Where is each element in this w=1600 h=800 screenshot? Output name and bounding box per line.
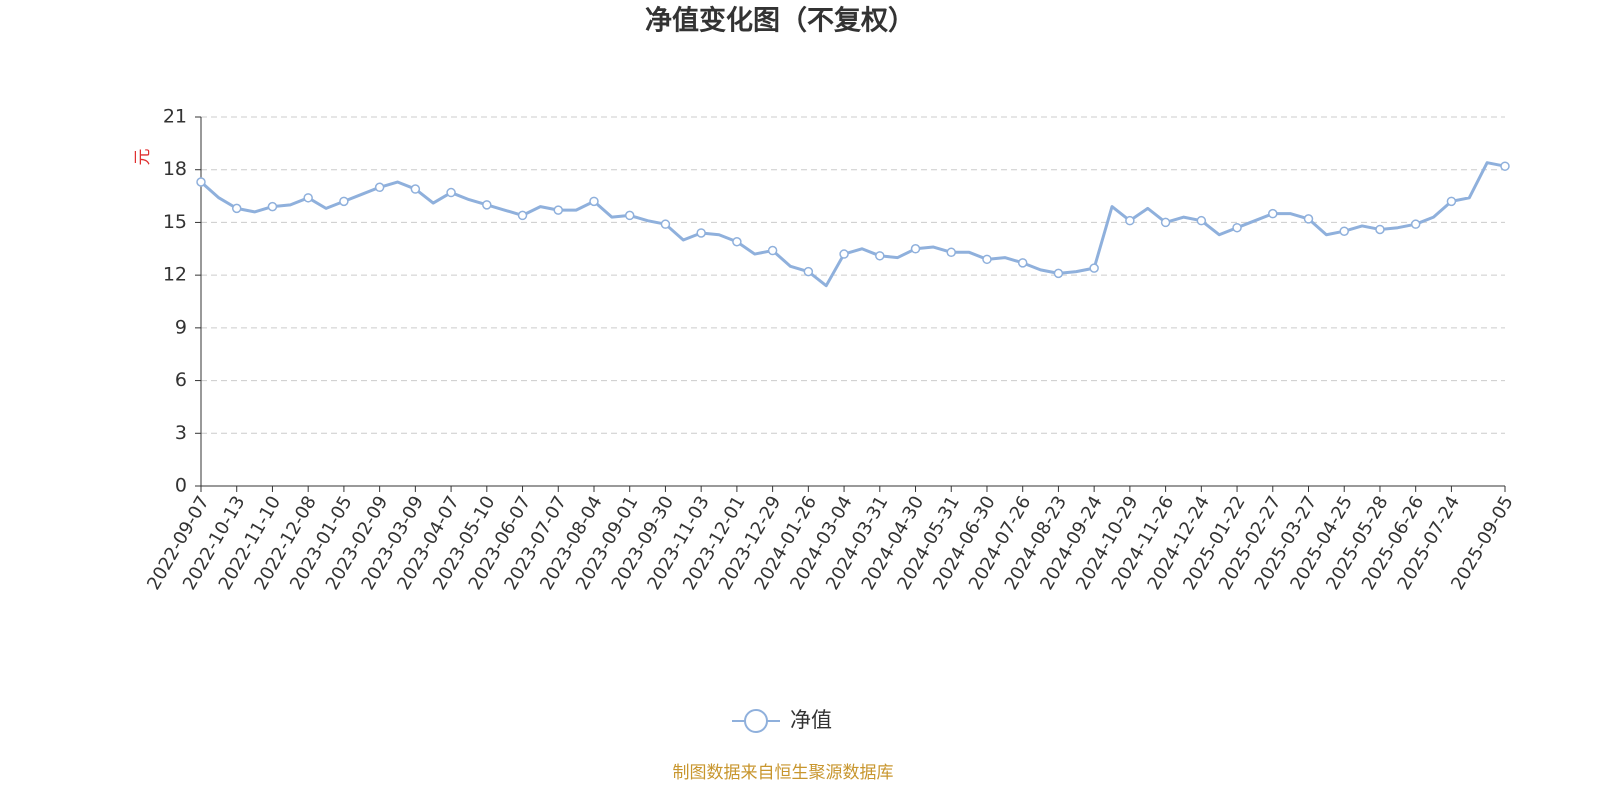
point-marker xyxy=(1125,215,1135,226)
point-marker xyxy=(982,254,992,265)
point-marker xyxy=(339,196,349,207)
point-marker xyxy=(1339,226,1349,236)
point-marker xyxy=(267,201,278,212)
point-marker xyxy=(624,210,635,221)
point-marker xyxy=(1375,224,1385,235)
point-marker xyxy=(732,237,742,247)
point-marker xyxy=(696,228,706,238)
chart-title: 净值变化图（不复权） xyxy=(645,5,915,37)
point-marker xyxy=(1089,263,1099,273)
point-marker xyxy=(196,177,206,187)
point-marker xyxy=(303,193,313,203)
point-marker xyxy=(374,182,385,193)
point-marker xyxy=(482,200,492,210)
point-marker xyxy=(803,266,814,277)
point-marker xyxy=(589,196,599,207)
point-marker xyxy=(446,187,456,198)
point-marker xyxy=(946,247,956,258)
y-tick-label: 15 xyxy=(163,211,187,233)
legend-marker xyxy=(744,709,768,733)
point-marker xyxy=(875,251,885,261)
point-marker xyxy=(1017,258,1028,268)
point-marker xyxy=(1268,208,1278,219)
point-marker xyxy=(410,184,421,194)
y-tick-label: 6 xyxy=(175,369,187,391)
point-marker xyxy=(553,205,564,215)
point-marker xyxy=(1446,196,1457,207)
point-marker xyxy=(1500,161,1510,171)
y-tick-label: 9 xyxy=(175,316,187,338)
point-marker xyxy=(1410,219,1421,229)
point-marker xyxy=(910,244,921,254)
point-marker xyxy=(1303,214,1314,224)
point-marker xyxy=(660,219,671,229)
y-tick-label: 21 xyxy=(163,106,187,128)
legend-label: 净值 xyxy=(790,708,832,732)
line xyxy=(200,161,1506,288)
y-axis-label: 元 xyxy=(133,149,153,166)
point-marker xyxy=(767,245,778,256)
point-marker xyxy=(1196,215,1207,226)
y-tick-label: 12 xyxy=(163,264,187,286)
point-marker xyxy=(1232,222,1242,233)
y-tick-label: 18 xyxy=(163,158,187,180)
y-tick-label: 0 xyxy=(175,475,187,497)
point-marker xyxy=(839,249,849,259)
footnote: 制图数据来自恒生聚源数据库 xyxy=(673,763,894,783)
point-marker xyxy=(231,203,242,214)
y-tick-label: 3 xyxy=(175,422,187,444)
point-marker xyxy=(517,210,528,221)
point-marker xyxy=(1160,217,1171,228)
point-marker xyxy=(1053,268,1064,279)
